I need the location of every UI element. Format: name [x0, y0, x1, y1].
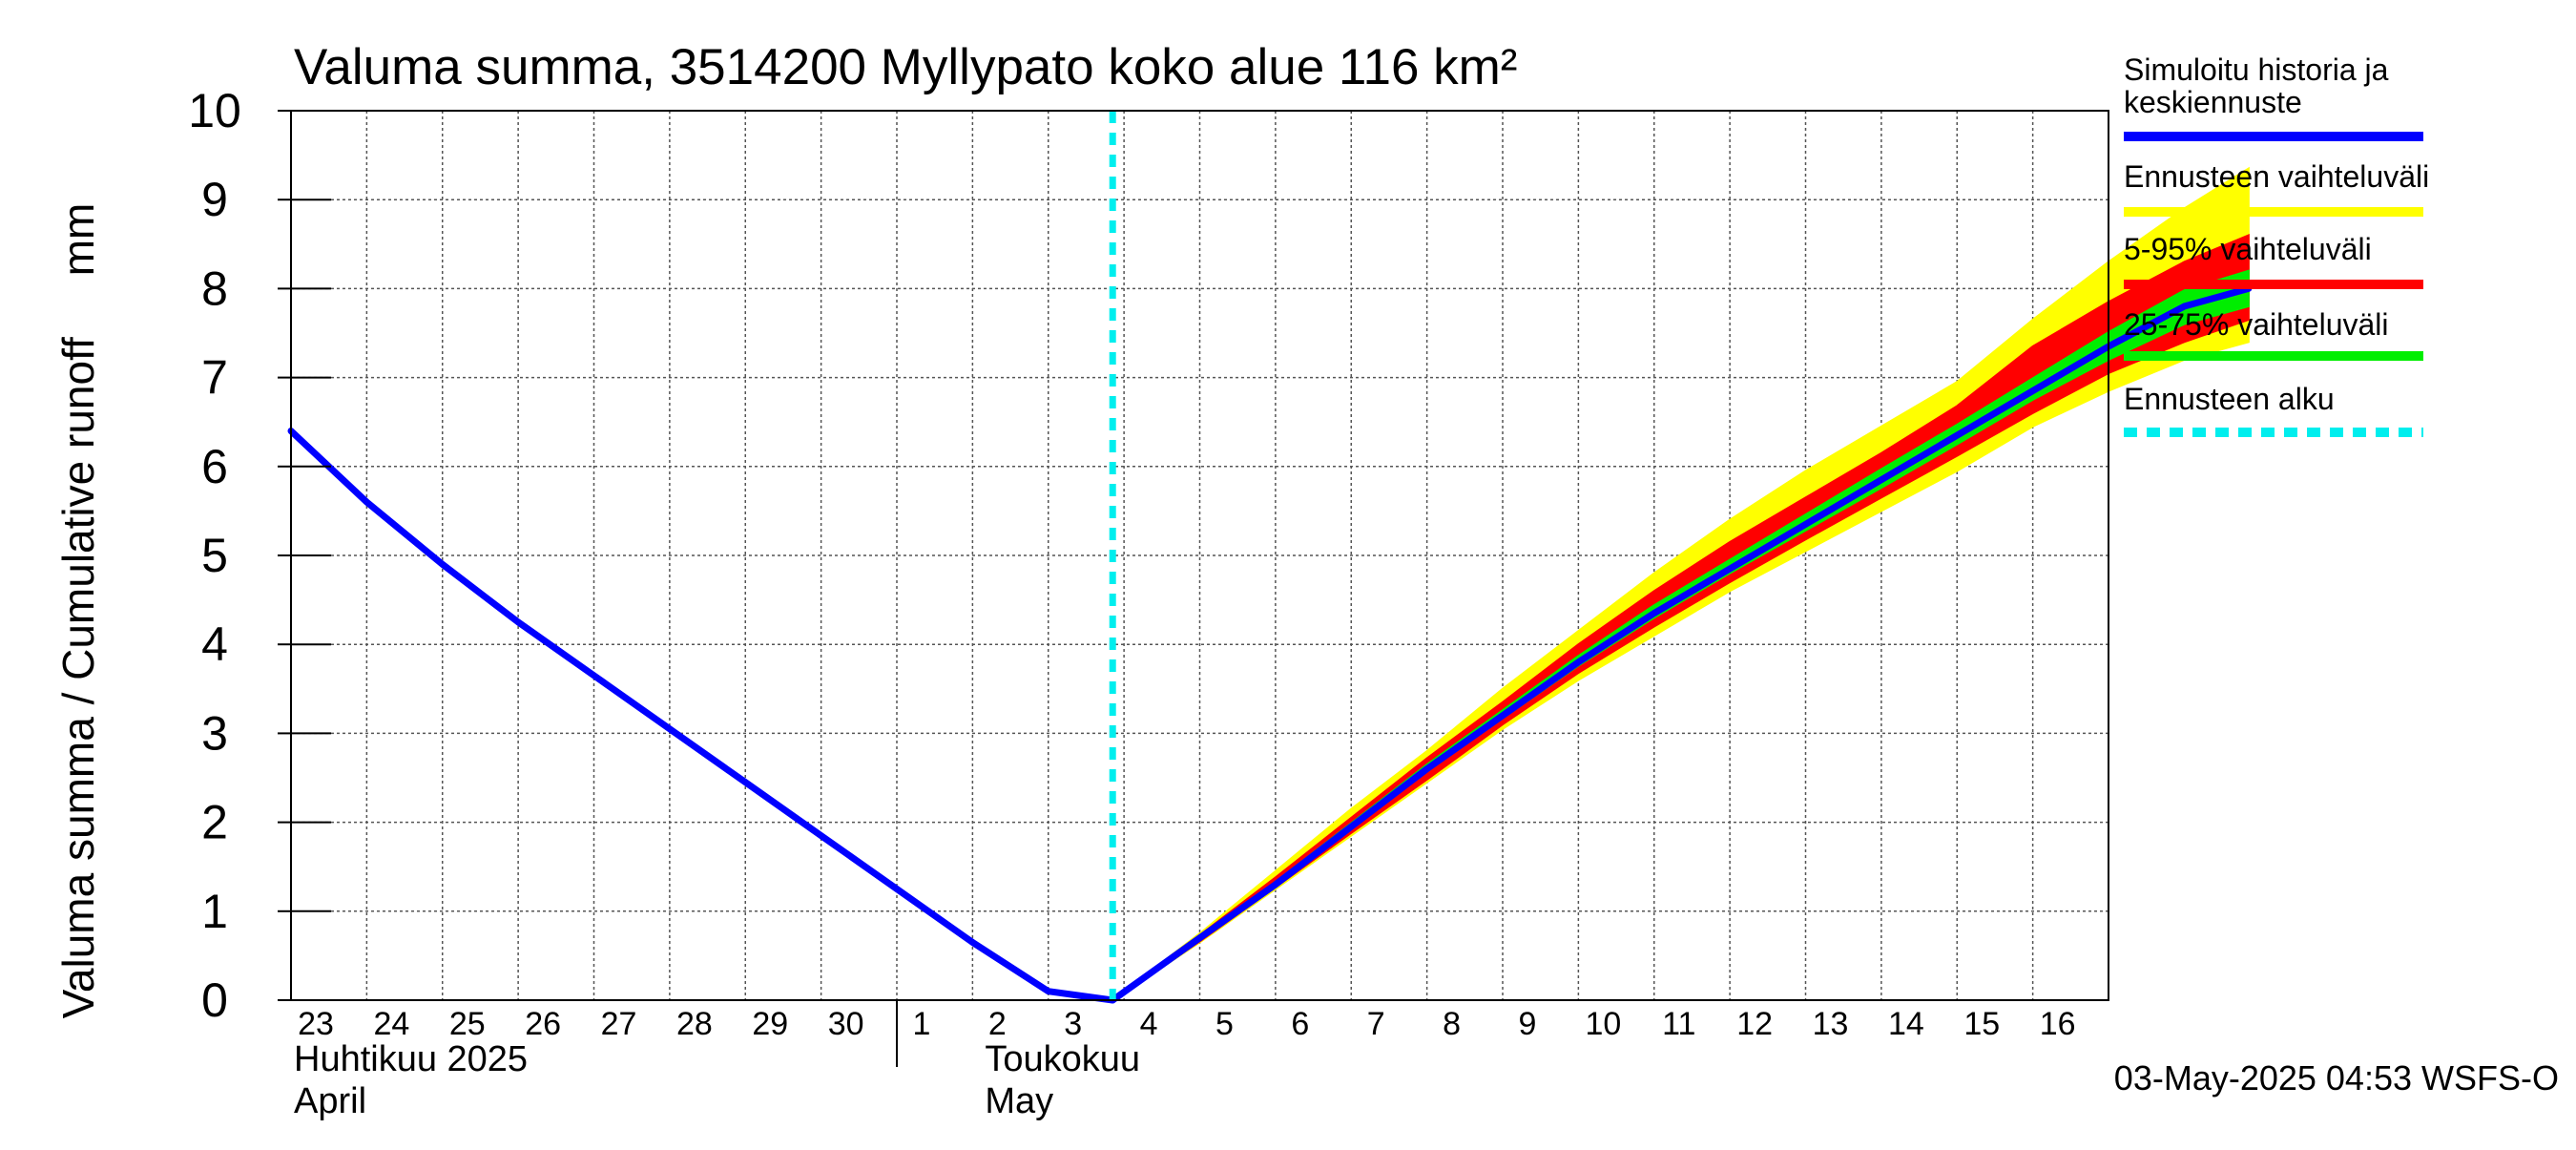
footer-timestamp: 03-May-2025 04:53 WSFS-O [2114, 1058, 2559, 1098]
y-tick-label: 9 [201, 173, 228, 226]
x-tick-label: 1 [913, 1006, 931, 1042]
y-tick-label: 0 [201, 973, 228, 1027]
legend-label: Simuloitu historia ja [2124, 52, 2389, 87]
legend-label: 5-95% vaihteluväli [2124, 232, 2372, 266]
x-tick-label: 26 [525, 1006, 561, 1042]
x-tick-label: 27 [601, 1006, 637, 1042]
x-tick-label: 8 [1443, 1006, 1461, 1042]
x-tick-label: 28 [676, 1006, 713, 1042]
x-tick-label: 3 [1064, 1006, 1082, 1042]
x-tick-label: 6 [1291, 1006, 1309, 1042]
y-axis-label: Valuma summa / Cumulative runoff mm [53, 203, 103, 1019]
y-tick-label: 5 [201, 529, 228, 582]
legend-label: 25-75% vaihteluväli [2124, 307, 2389, 342]
x-tick-label: 16 [2040, 1006, 2076, 1042]
series-median-forecast-line [1109, 284, 2253, 1004]
x-tick-label: 14 [1888, 1006, 1924, 1042]
y-tick-label: 4 [201, 617, 228, 671]
chart-title: Valuma summa, 3514200 Myllypato koko alu… [294, 39, 1517, 95]
y-tick-label: 6 [201, 440, 228, 493]
legend-label: Ennusteen alku [2124, 382, 2335, 416]
y-tick-label: 2 [201, 796, 228, 849]
x-tick-label: 23 [298, 1006, 334, 1042]
x-tick-label: 9 [1519, 1006, 1537, 1042]
y-tick-label: 7 [201, 351, 228, 405]
x-tick-label: 4 [1140, 1006, 1158, 1042]
x-tick-label: 29 [752, 1006, 788, 1042]
month-label-en: April [294, 1081, 366, 1121]
x-tick-label: 15 [1963, 1006, 2000, 1042]
y-tick-label: 10 [188, 84, 241, 137]
series-history-line [287, 428, 1116, 1004]
x-tick-label: 2 [988, 1006, 1007, 1042]
x-tick-label: 25 [449, 1006, 486, 1042]
month-label-en: May [985, 1081, 1053, 1121]
x-tick-label: 10 [1585, 1006, 1621, 1042]
x-tick-label: 7 [1367, 1006, 1385, 1042]
x-tick-label: 24 [373, 1006, 409, 1042]
x-tick-label: 11 [1662, 1006, 1695, 1042]
y-tick-label: 1 [201, 885, 228, 938]
y-tick-label: 8 [201, 261, 228, 315]
x-tick-label: 13 [1813, 1006, 1849, 1042]
legend-label: keskiennuste [2124, 85, 2302, 119]
y-tick-label: 3 [201, 706, 228, 760]
x-tick-label: 12 [1736, 1006, 1773, 1042]
x-tick-label: 30 [828, 1006, 864, 1042]
month-label-fi: Huhtikuu 2025 [294, 1039, 528, 1079]
x-tick-label: 5 [1215, 1006, 1234, 1042]
month-label-fi: Toukokuu [985, 1039, 1140, 1079]
legend-label: Ennusteen vaihteluväli [2124, 159, 2429, 194]
